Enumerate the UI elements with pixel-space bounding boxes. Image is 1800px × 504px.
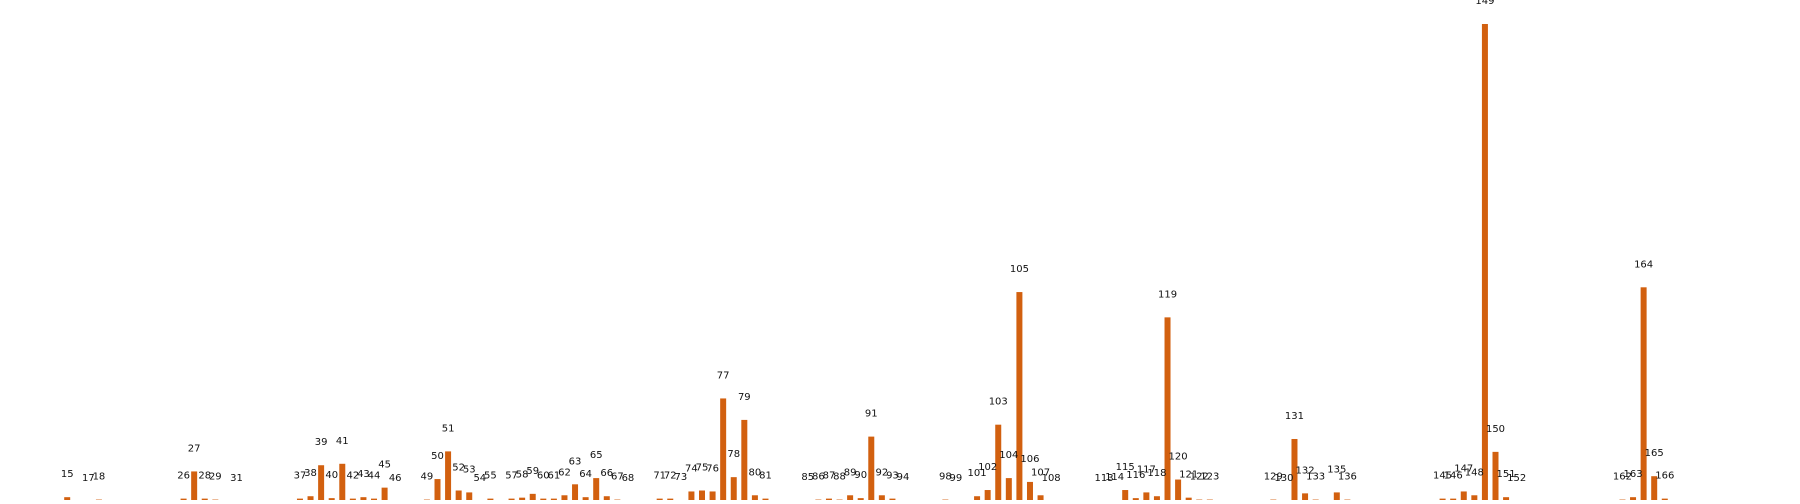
data-label-31: 31 xyxy=(230,473,243,484)
bars-layer xyxy=(64,24,1668,500)
data-label-108: 108 xyxy=(1042,473,1061,484)
data-label-119: 119 xyxy=(1158,289,1177,300)
data-label-90: 90 xyxy=(854,470,867,481)
bar-74 xyxy=(688,491,694,500)
bar-120 xyxy=(1175,480,1181,500)
data-label-44: 44 xyxy=(368,471,381,482)
bar-63 xyxy=(572,484,578,500)
bar-41 xyxy=(339,464,345,500)
data-label-45: 45 xyxy=(378,460,391,471)
data-label-65: 65 xyxy=(590,450,603,461)
data-label-106: 106 xyxy=(1020,454,1039,465)
bar-117 xyxy=(1143,492,1149,500)
bar-39 xyxy=(318,465,324,500)
data-label-51: 51 xyxy=(442,423,455,434)
data-label-102: 102 xyxy=(978,462,997,473)
bar-106 xyxy=(1027,482,1033,500)
data-label-27: 27 xyxy=(188,443,201,454)
data-label-55: 55 xyxy=(484,471,497,482)
data-label-94: 94 xyxy=(897,472,910,483)
bar-79 xyxy=(741,420,747,500)
bar-80 xyxy=(752,495,758,500)
data-label-41: 41 xyxy=(336,436,349,447)
data-label-114: 114 xyxy=(1105,472,1124,483)
bar-164 xyxy=(1641,287,1647,500)
data-label-79: 79 xyxy=(738,392,751,403)
data-label-150: 150 xyxy=(1486,424,1505,435)
data-label-148: 148 xyxy=(1465,467,1484,478)
bar-101 xyxy=(974,496,980,500)
data-label-63: 63 xyxy=(569,456,582,467)
data-label-26: 26 xyxy=(177,471,190,482)
data-label-105: 105 xyxy=(1010,264,1029,275)
data-label-40: 40 xyxy=(325,470,338,481)
data-label-130: 130 xyxy=(1274,473,1293,484)
data-label-103: 103 xyxy=(989,397,1008,408)
data-label-50: 50 xyxy=(431,451,444,462)
bar-65 xyxy=(593,478,599,500)
bar-38 xyxy=(308,496,314,500)
data-label-152: 152 xyxy=(1507,473,1526,484)
bar-66 xyxy=(604,496,610,500)
bar-115 xyxy=(1122,490,1128,500)
bar-59 xyxy=(530,494,536,500)
bar-62 xyxy=(561,495,567,500)
data-label-77: 77 xyxy=(717,370,730,381)
bar-27 xyxy=(191,471,197,500)
bar-135 xyxy=(1334,492,1340,500)
data-label-149: 149 xyxy=(1475,0,1494,7)
bar-92 xyxy=(879,495,885,500)
data-label-76: 76 xyxy=(706,463,719,474)
bar-51 xyxy=(445,451,451,500)
bar-75 xyxy=(699,491,705,500)
data-label-164: 164 xyxy=(1634,259,1653,270)
bar-102 xyxy=(985,490,991,500)
bar-77 xyxy=(720,398,726,500)
bar-105 xyxy=(1016,292,1022,500)
bar-104 xyxy=(1006,478,1012,500)
bar-107 xyxy=(1038,495,1044,500)
data-label-136: 136 xyxy=(1338,472,1357,483)
data-label-68: 68 xyxy=(622,473,635,484)
data-label-64: 64 xyxy=(579,469,592,480)
data-label-91: 91 xyxy=(865,409,878,420)
bar-148 xyxy=(1471,495,1477,500)
bar-45 xyxy=(382,488,388,500)
data-label-29: 29 xyxy=(209,472,222,483)
data-label-165: 165 xyxy=(1645,448,1664,459)
data-label-81: 81 xyxy=(759,471,772,482)
data-label-104: 104 xyxy=(999,450,1018,461)
data-label-38: 38 xyxy=(304,468,317,479)
data-label-166: 166 xyxy=(1655,471,1674,482)
data-label-120: 120 xyxy=(1169,452,1188,463)
data-label-39: 39 xyxy=(315,437,328,448)
data-label-49: 49 xyxy=(421,472,434,483)
bar-53 xyxy=(466,492,472,500)
data-label-46: 46 xyxy=(389,473,402,484)
bar-147 xyxy=(1461,491,1467,500)
bar-76 xyxy=(710,491,716,500)
bar-52 xyxy=(456,491,462,500)
bar-89 xyxy=(847,495,853,500)
data-label-99: 99 xyxy=(950,473,963,484)
data-label-133: 133 xyxy=(1306,472,1325,483)
bar-78 xyxy=(731,477,737,500)
data-label-123: 123 xyxy=(1200,472,1219,483)
bar-132 xyxy=(1302,493,1308,500)
data-label-18: 18 xyxy=(93,472,106,483)
data-label-62: 62 xyxy=(558,467,571,478)
bar-118 xyxy=(1154,496,1160,500)
bar-50 xyxy=(435,479,441,500)
data-label-15: 15 xyxy=(61,469,74,480)
data-label-118: 118 xyxy=(1147,468,1166,479)
data-label-78: 78 xyxy=(727,449,740,460)
bar-91 xyxy=(868,437,874,500)
data-label-131: 131 xyxy=(1285,411,1304,422)
data-label-163: 163 xyxy=(1623,469,1642,480)
